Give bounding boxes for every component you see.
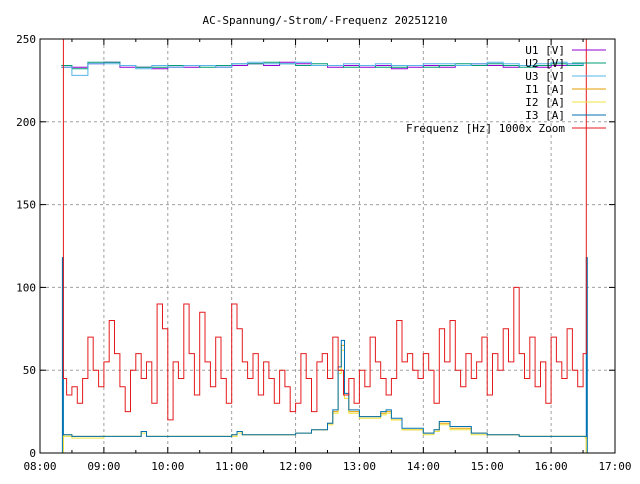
series-line-5 (61, 257, 588, 454)
legend: U1 [V]U2 [V]U3 [V]I1 [A]I2 [A]I3 [A]Freq… (406, 44, 606, 135)
x-tick-label: 14:00 (407, 460, 440, 473)
x-tick-label: 15:00 (471, 460, 504, 473)
x-tick-label: 17:00 (598, 460, 631, 473)
series-line-4 (61, 349, 588, 454)
y-tick-label: 100 (16, 281, 36, 294)
legend-label: I2 [A] (525, 96, 565, 109)
x-tick-label: 09:00 (87, 460, 120, 473)
series-layer (61, 38, 588, 454)
y-tick-label: 150 (16, 199, 36, 212)
legend-label: I1 [A] (525, 83, 565, 96)
y-tick-label: 250 (16, 33, 36, 46)
legend-label: U3 [V] (525, 70, 565, 83)
grid (40, 39, 615, 453)
x-tick-label: 08:00 (23, 460, 56, 473)
y-tick-label: 200 (16, 116, 36, 129)
series-line-6 (61, 38, 587, 421)
x-tick-label: 10:00 (151, 460, 184, 473)
x-tick-label: 11:00 (215, 460, 248, 473)
x-tick-label: 13:00 (343, 460, 376, 473)
x-tick-label: 12:00 (279, 460, 312, 473)
x-tick-label: 16:00 (535, 460, 568, 473)
legend-label: U1 [V] (525, 44, 565, 57)
legend-label: Frequenz [Hz] 1000x Zoom (406, 122, 565, 135)
y-tick-label: 0 (29, 447, 36, 460)
legend-label: I3 [A] (525, 109, 565, 122)
series-line-2 (61, 61, 584, 76)
series-line-0 (61, 61, 584, 70)
chart-title: AC-Spannung/-Strom/-Frequenz 20251210 (202, 14, 447, 27)
y-tick-label: 50 (23, 364, 36, 377)
axes: 0 50 100 150 200 250 08:00 09:00 10:00 11:00 12:00… (16, 33, 631, 473)
legend-label: U2 [V] (525, 57, 565, 70)
